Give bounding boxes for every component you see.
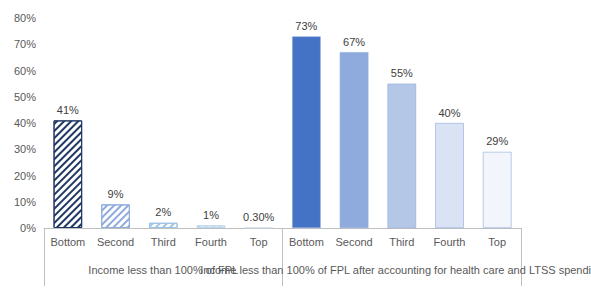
svg-text:70%: 70% [14, 38, 36, 50]
svg-text:Fourth: Fourth [195, 236, 227, 248]
svg-text:Third: Third [389, 236, 414, 248]
svg-text:0.30%: 0.30% [243, 211, 274, 223]
svg-text:Fourth: Fourth [434, 236, 466, 248]
svg-text:10%: 10% [14, 196, 36, 208]
svg-text:Second: Second [97, 236, 134, 248]
svg-text:9%: 9% [108, 188, 124, 200]
svg-text:40%: 40% [438, 107, 460, 119]
svg-text:41%: 41% [57, 104, 79, 116]
svg-text:Bottom: Bottom [50, 236, 85, 248]
svg-text:73%: 73% [295, 20, 317, 32]
svg-text:60%: 60% [14, 65, 36, 77]
svg-text:50%: 50% [14, 91, 36, 103]
svg-text:Bottom: Bottom [289, 236, 324, 248]
svg-text:1%: 1% [203, 209, 219, 221]
svg-text:Second: Second [335, 236, 372, 248]
svg-text:2%: 2% [155, 206, 171, 218]
svg-text:Top: Top [488, 236, 506, 248]
svg-text:80%: 80% [14, 12, 36, 24]
svg-text:Top: Top [250, 236, 268, 248]
svg-text:Income less than 100% of FPL a: Income less than 100% of FPL after accou… [200, 264, 591, 276]
svg-text:55%: 55% [391, 67, 413, 79]
svg-text:20%: 20% [14, 170, 36, 182]
svg-text:30%: 30% [14, 143, 36, 155]
svg-text:40%: 40% [14, 117, 36, 129]
svg-text:Third: Third [151, 236, 176, 248]
svg-text:29%: 29% [486, 135, 508, 147]
svg-text:0%: 0% [20, 222, 36, 234]
svg-text:67%: 67% [343, 36, 365, 48]
